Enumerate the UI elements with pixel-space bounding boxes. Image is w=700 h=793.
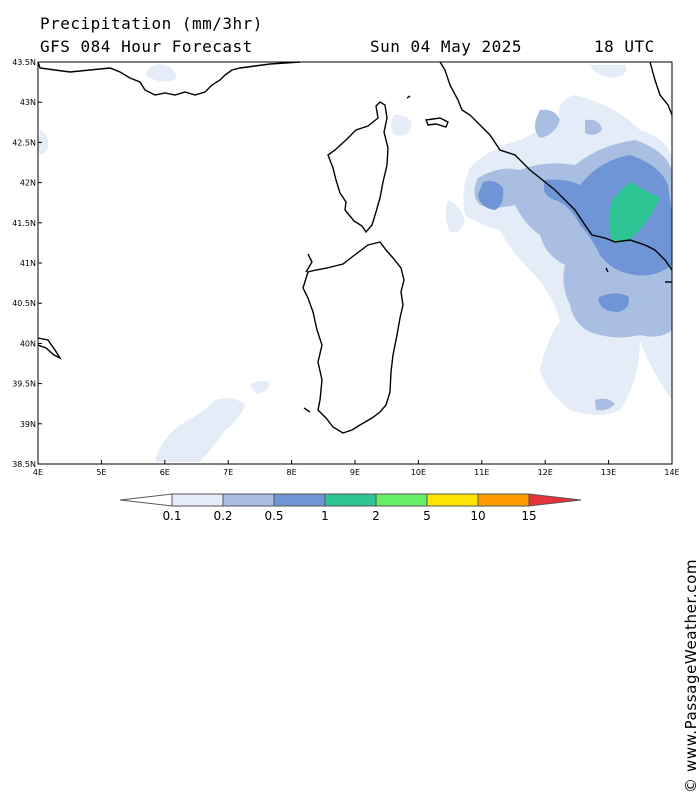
longitude-ticks: 4E 5E 6E 7E 8E 9E 10E 11E 12E 13E 14E: [33, 460, 680, 477]
precipitation-map: 4E 5E 6E 7E 8E 9E 10E 11E 12E 13E 14E 43.5N 43N 42.5…: [12, 58, 680, 523]
precipitation-legend: 0.1 0.2 0.5 1 2 5 10 15: [119, 493, 582, 523]
coastlines: [37, 61, 673, 434]
latitude-ticks: 43.5N 43N 42.5N 42N 41.5N 41N 40.5N 40N 39.5N 39N…: [12, 58, 42, 469]
forecast-date: Sun 04 May 2025: [370, 37, 522, 56]
legend-label: 5: [423, 509, 431, 523]
lon-tick-label: 13E: [601, 468, 616, 477]
lat-tick-label: 42.5N: [12, 138, 36, 147]
map-title: Precipitation (mm/3hr): [40, 14, 263, 33]
legend-label: 0.2: [213, 509, 232, 523]
lon-tick-label: 9E: [350, 468, 360, 477]
lon-tick-label: 8E: [287, 468, 297, 477]
lat-tick-label: 41N: [20, 259, 36, 268]
lon-tick-label: 4E: [33, 468, 43, 477]
legend-color-band: [477, 493, 530, 507]
legend-color-band: [324, 493, 377, 507]
legend-label: 1: [321, 509, 329, 523]
forecast-subtitle: GFS 084 Hour Forecast: [40, 37, 253, 56]
legend-color-band: [273, 493, 326, 507]
legend-label: 0.5: [264, 509, 283, 523]
lat-tick-label: 40N: [20, 339, 36, 348]
legend-lower-arrow: [119, 493, 173, 507]
lon-tick-label: 6E: [160, 468, 170, 477]
legend-label: 10: [470, 509, 485, 523]
legend-color-band: [171, 493, 224, 507]
lon-tick-label: 10E: [411, 468, 426, 477]
lat-tick-label: 43N: [20, 98, 36, 107]
lat-tick-label: 43.5N: [12, 58, 36, 67]
lon-tick-label: 11E: [474, 468, 489, 477]
legend-label: 15: [521, 509, 536, 523]
legend-label: 2: [372, 509, 380, 523]
lat-tick-label: 38.5N: [12, 460, 36, 469]
lat-tick-label: 40.5N: [12, 299, 36, 308]
lon-tick-label: 5E: [96, 468, 106, 477]
legend-color-band: [375, 493, 428, 507]
lat-tick-label: 41.5N: [12, 219, 36, 228]
precipitation-fields: [38, 64, 672, 462]
lat-tick-label: 42N: [20, 179, 36, 188]
lon-tick-label: 14E: [664, 468, 679, 477]
lat-tick-label: 39.5N: [12, 380, 36, 389]
legend-label: 0.1: [162, 509, 181, 523]
legend-color-band: [222, 493, 275, 507]
legend-upper-arrow: [528, 493, 582, 507]
lon-tick-label: 7E: [223, 468, 233, 477]
legend-color-band: [426, 493, 479, 507]
lat-tick-label: 39N: [20, 420, 36, 429]
credit-watermark: © www.PassageWeather.com: [682, 558, 700, 793]
lon-tick-label: 12E: [538, 468, 553, 477]
forecast-time: 18 UTC: [594, 37, 655, 56]
